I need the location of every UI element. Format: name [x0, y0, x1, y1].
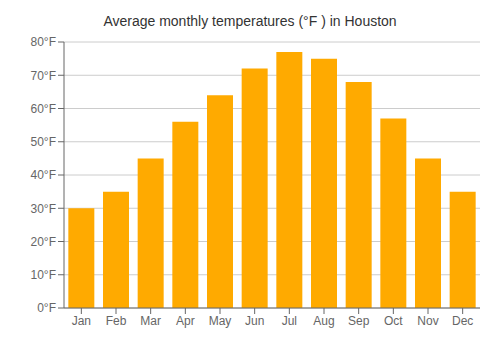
svg-text:May: May	[209, 314, 232, 328]
svg-text:Dec: Dec	[452, 314, 473, 328]
svg-text:Jul: Jul	[282, 314, 297, 328]
svg-text:40°F: 40°F	[31, 168, 56, 182]
svg-text:Mar: Mar	[140, 314, 161, 328]
svg-text:80°F: 80°F	[31, 35, 56, 49]
svg-text:Feb: Feb	[106, 314, 127, 328]
svg-text:Oct: Oct	[384, 314, 403, 328]
html-text:Average monthly temperatures (: Average monthly temperatures (°F ) in Ho…	[103, 13, 397, 29]
svg-text:Jan: Jan	[72, 314, 91, 328]
svg-text:0°F: 0°F	[37, 301, 56, 315]
svg-text:30°F: 30°F	[31, 202, 56, 216]
svg-text:10°F: 10°F	[31, 268, 56, 282]
svg-text:20°F: 20°F	[31, 235, 56, 249]
svg-text:Aug: Aug	[313, 314, 334, 328]
svg-text:60°F: 60°F	[31, 102, 56, 116]
svg-text:70°F: 70°F	[31, 69, 56, 83]
svg-text:50°F: 50°F	[31, 135, 56, 149]
svg-text:Apr: Apr	[176, 314, 195, 328]
svg-text:Jun: Jun	[245, 314, 264, 328]
svg-text:Nov: Nov	[417, 314, 438, 328]
svg-text:Sep: Sep	[348, 314, 370, 328]
